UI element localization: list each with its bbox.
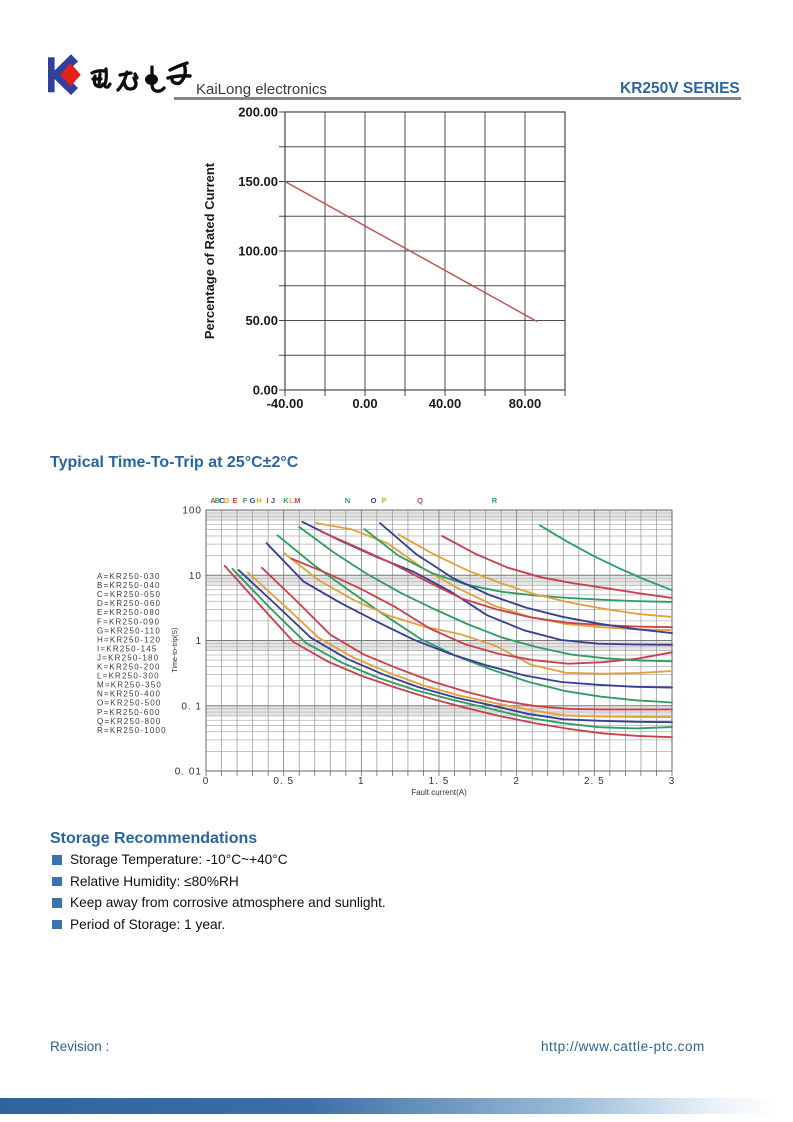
svg-text:G: G <box>250 496 256 505</box>
svg-text:R=KR250-1000: R=KR250-1000 <box>97 726 167 735</box>
svg-text:100.00: 100.00 <box>238 244 278 259</box>
svg-text:Percentage of Rated Current: Percentage of Rated Current <box>202 162 217 339</box>
svg-text:D: D <box>224 496 230 505</box>
svg-text:Time-to-trip(S): Time-to-trip(S) <box>172 628 179 673</box>
svg-text:P=KR250-600: P=KR250-600 <box>97 708 161 717</box>
svg-text:R: R <box>492 496 498 505</box>
svg-text:F: F <box>243 496 248 505</box>
svg-text:G=KR250-110: G=KR250-110 <box>97 626 161 635</box>
svg-text:O=KR250-500: O=KR250-500 <box>97 699 162 708</box>
svg-text:E: E <box>232 496 237 505</box>
svg-text:L: L <box>289 496 294 505</box>
svg-text:I: I <box>266 496 268 505</box>
svg-text:D=KR250-060: D=KR250-060 <box>97 599 161 608</box>
svg-text:150.00: 150.00 <box>238 174 278 189</box>
svg-text:50.00: 50.00 <box>245 313 278 328</box>
svg-text:2: 2 <box>513 776 520 787</box>
svg-text:C: C <box>219 496 225 505</box>
svg-text:1: 1 <box>358 776 365 787</box>
svg-text:1. 5: 1. 5 <box>429 776 450 787</box>
svg-text:0. 5: 0. 5 <box>273 776 294 787</box>
svg-text:0. 01: 0. 01 <box>175 767 202 778</box>
svg-text:N: N <box>345 496 350 505</box>
svg-text:B: B <box>215 496 221 505</box>
svg-text:M=KR250-350: M=KR250-350 <box>97 681 162 690</box>
svg-text:H=KR250-120: H=KR250-120 <box>97 635 161 644</box>
svg-text:O: O <box>371 496 377 505</box>
svg-text:L=KR250-300: L=KR250-300 <box>97 672 160 681</box>
svg-text:2. 5: 2. 5 <box>584 776 605 787</box>
svg-text:200.00: 200.00 <box>238 105 278 120</box>
svg-text:B=KR250-040: B=KR250-040 <box>97 581 161 590</box>
svg-text:I=KR250-145: I=KR250-145 <box>97 644 158 653</box>
svg-text:A=KR250-030: A=KR250-030 <box>97 572 161 581</box>
svg-text:J: J <box>271 496 275 505</box>
svg-text:M: M <box>294 496 300 505</box>
svg-text:F=KR250-090: F=KR250-090 <box>97 617 160 626</box>
svg-text:Q=KR250-800: Q=KR250-800 <box>97 717 162 726</box>
svg-text:J=KR250-180: J=KR250-180 <box>97 653 159 662</box>
svg-text:C=KR250-050: C=KR250-050 <box>97 590 161 599</box>
svg-text:A: A <box>210 496 216 505</box>
svg-text:K=KR250-200: K=KR250-200 <box>97 663 161 672</box>
svg-text:0.00: 0.00 <box>352 396 377 411</box>
svg-text:0: 0 <box>203 776 210 787</box>
svg-text:E=KR250-080: E=KR250-080 <box>97 608 161 617</box>
svg-text:1: 1 <box>195 636 202 647</box>
svg-text:40.00: 40.00 <box>429 396 462 411</box>
svg-text:Fault current(A): Fault current(A) <box>411 788 467 797</box>
svg-text:0. 1: 0. 1 <box>181 701 202 712</box>
svg-text:80.00: 80.00 <box>509 396 542 411</box>
svg-text:10: 10 <box>189 571 202 582</box>
svg-text:-40.00: -40.00 <box>267 396 304 411</box>
svg-text:Q: Q <box>417 496 423 505</box>
svg-text:N=KR250-400: N=KR250-400 <box>97 690 161 699</box>
svg-text:P: P <box>381 496 386 505</box>
svg-text:3: 3 <box>669 776 676 787</box>
svg-text:0.00: 0.00 <box>253 383 278 398</box>
svg-text:100: 100 <box>182 506 202 517</box>
svg-text:K: K <box>283 496 289 505</box>
svg-text:H: H <box>256 496 261 505</box>
